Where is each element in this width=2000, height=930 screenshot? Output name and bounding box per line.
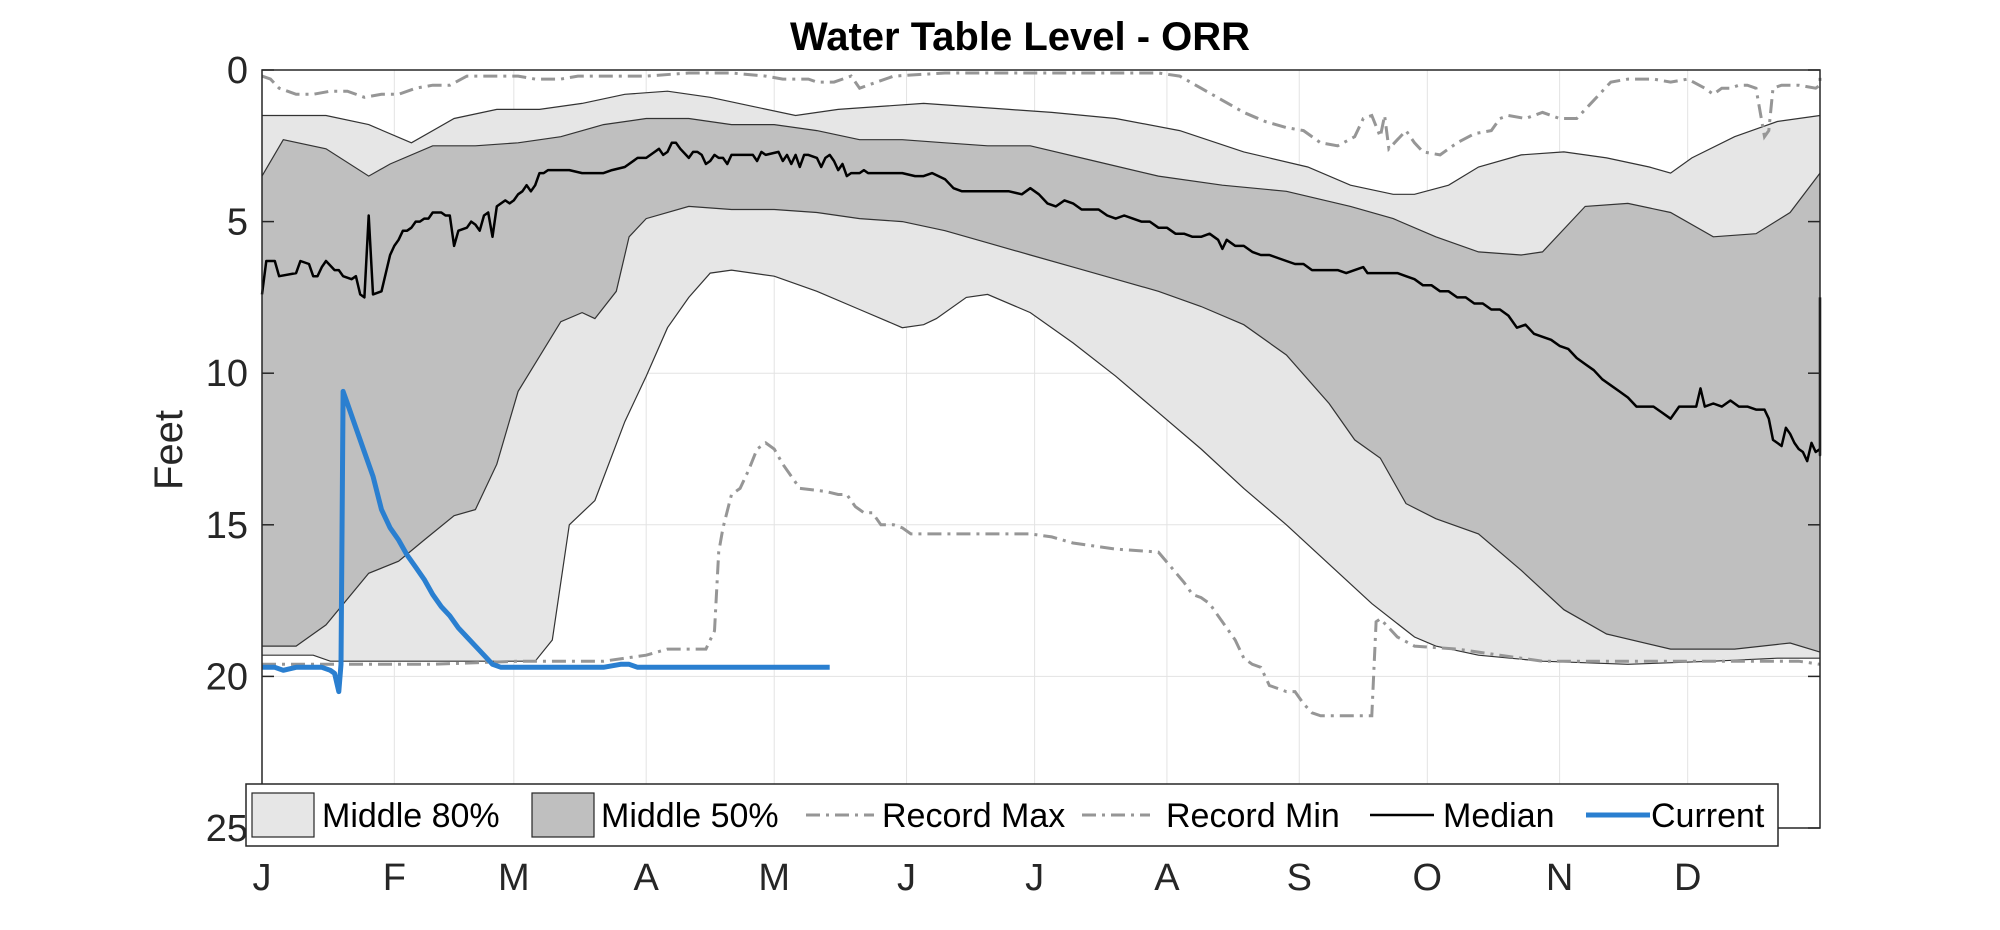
x-tick-label: M bbox=[758, 857, 790, 899]
band-edge-p90 bbox=[262, 269, 1820, 665]
legend-box bbox=[245, 783, 1779, 847]
x-tick-label: O bbox=[1413, 857, 1443, 899]
legend-swatch-middle80 bbox=[251, 792, 315, 838]
y-tick-label: 20 bbox=[206, 656, 248, 698]
x-tick-label: D bbox=[1674, 857, 1701, 899]
band-edge-p25 bbox=[261, 117, 1821, 256]
x-tick-label: J bbox=[897, 857, 916, 899]
series-median bbox=[260, 141, 1822, 463]
data-layer bbox=[260, 71, 1822, 718]
band-edge-p75 bbox=[262, 205, 1821, 653]
x-tick-label: N bbox=[1546, 857, 1573, 899]
x-tick-label: A bbox=[633, 857, 659, 899]
y-axis-label: Feet bbox=[147, 410, 191, 490]
x-tick-label: J bbox=[1025, 857, 1044, 899]
x-tick-label: J bbox=[253, 857, 272, 899]
band-edge-p10 bbox=[262, 90, 1821, 195]
x-tick-label: A bbox=[1154, 857, 1180, 899]
y-tick-label: 15 bbox=[206, 505, 248, 547]
legend-label-middle80: Middle 80% bbox=[322, 797, 500, 835]
series-record-min bbox=[262, 441, 1821, 718]
legend-label-median: Median bbox=[1443, 797, 1555, 835]
x-tick-label: M bbox=[498, 857, 530, 899]
x-tick-label: S bbox=[1287, 857, 1312, 899]
legend-label-record_max: Record Max bbox=[882, 797, 1065, 835]
y-tick-label: 5 bbox=[227, 202, 248, 244]
legend-swatch-middle50 bbox=[531, 792, 595, 838]
legend-label-record_min: Record Min bbox=[1166, 797, 1340, 835]
legend-label-current: Current bbox=[1651, 797, 1765, 835]
series-current bbox=[262, 388, 830, 695]
y-tick-label: 10 bbox=[206, 353, 248, 395]
chart-title: Water Table Level - ORR bbox=[790, 15, 1250, 59]
x-tick-label: F bbox=[383, 857, 406, 899]
series-record-max bbox=[261, 71, 1822, 157]
legend: Middle 80% Middle 50% Record Max Record Min… bbox=[245, 783, 1779, 847]
legend-label-middle50: Middle 50% bbox=[601, 797, 779, 835]
y-tick-label: 25 bbox=[206, 808, 248, 850]
y-tick-label: 0 bbox=[227, 50, 248, 92]
band-middle-50 bbox=[262, 118, 1820, 653]
